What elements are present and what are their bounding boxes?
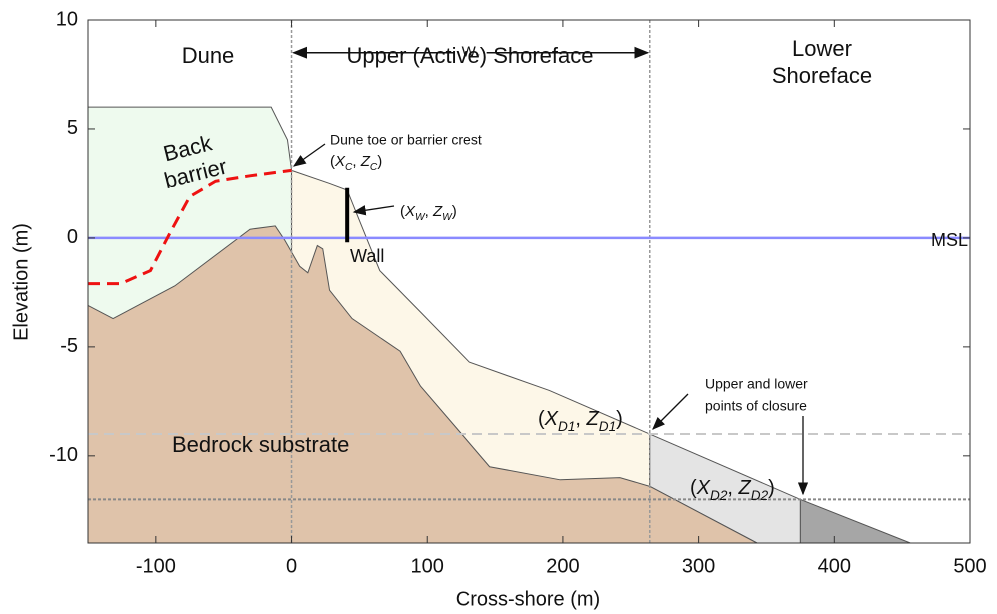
- x-tick-label: 500: [953, 555, 986, 577]
- d2-label-part: D2: [710, 488, 728, 503]
- crest-label-part: ,: [352, 153, 360, 170]
- d1-label-part: ,: [575, 408, 586, 430]
- wall-point-label-part: ): [452, 203, 457, 220]
- x-tick-label: 100: [411, 555, 444, 577]
- x-tick-label: 0: [286, 555, 297, 577]
- d2-label-part: ): [768, 477, 775, 499]
- d1-label-part: D1: [558, 419, 575, 434]
- d2-label-part: ,: [727, 477, 738, 499]
- d2-label: (XD2, ZD2): [690, 477, 775, 503]
- d2-label-part: D2: [751, 488, 769, 503]
- d1-label-part: X: [544, 408, 559, 430]
- x-tick-label: 300: [682, 555, 715, 577]
- crest-label: (XC, ZC): [330, 153, 382, 173]
- wall-point-label-part: ,: [425, 203, 433, 220]
- layer: [800, 499, 910, 543]
- y-tick-label: 5: [67, 117, 78, 139]
- x-tick-label: 400: [818, 555, 851, 577]
- arrow: [354, 206, 394, 212]
- d1-label: (XD1, ZD1): [538, 408, 623, 434]
- closure-note: points of closure: [705, 398, 807, 414]
- crest-label-part: ): [377, 153, 382, 170]
- wall-point-label: (XW, ZW): [400, 203, 457, 223]
- width-label-part: *: [476, 53, 480, 64]
- d1-label-part: D1: [599, 419, 616, 434]
- x-axis-label: Cross-shore (m): [456, 588, 600, 610]
- zone-label: Dune: [182, 43, 235, 68]
- arrow: [653, 394, 688, 429]
- chart: Cross-shore (m) Elevation (m) -100010020…: [0, 0, 997, 614]
- x-tick-label: 200: [546, 555, 579, 577]
- zone-label: Shoreface: [772, 63, 872, 88]
- x-tick-label: -100: [136, 555, 176, 577]
- arrow: [294, 144, 325, 166]
- wall-label: Wall: [350, 246, 384, 266]
- width-label-part: W: [462, 44, 477, 61]
- y-tick-label: -10: [49, 444, 78, 466]
- d2-label-part: Z: [738, 477, 752, 499]
- closure-note: Upper and lower: [705, 376, 808, 392]
- msl-label: MSL: [931, 230, 968, 250]
- y-tick-label: 10: [56, 8, 78, 30]
- d1-label-part: ): [616, 408, 623, 430]
- y-tick-label: -5: [60, 335, 78, 357]
- substrate-label: Bedrock substrate: [172, 432, 349, 457]
- y-axis-label: Elevation (m): [10, 223, 32, 341]
- zone-label: Lower: [792, 36, 852, 61]
- crest-note: Dune toe or barrier crest: [330, 132, 482, 148]
- d2-label-part: X: [696, 477, 711, 499]
- y-tick-label: 0: [67, 226, 78, 248]
- d1-label-part: Z: [586, 408, 600, 430]
